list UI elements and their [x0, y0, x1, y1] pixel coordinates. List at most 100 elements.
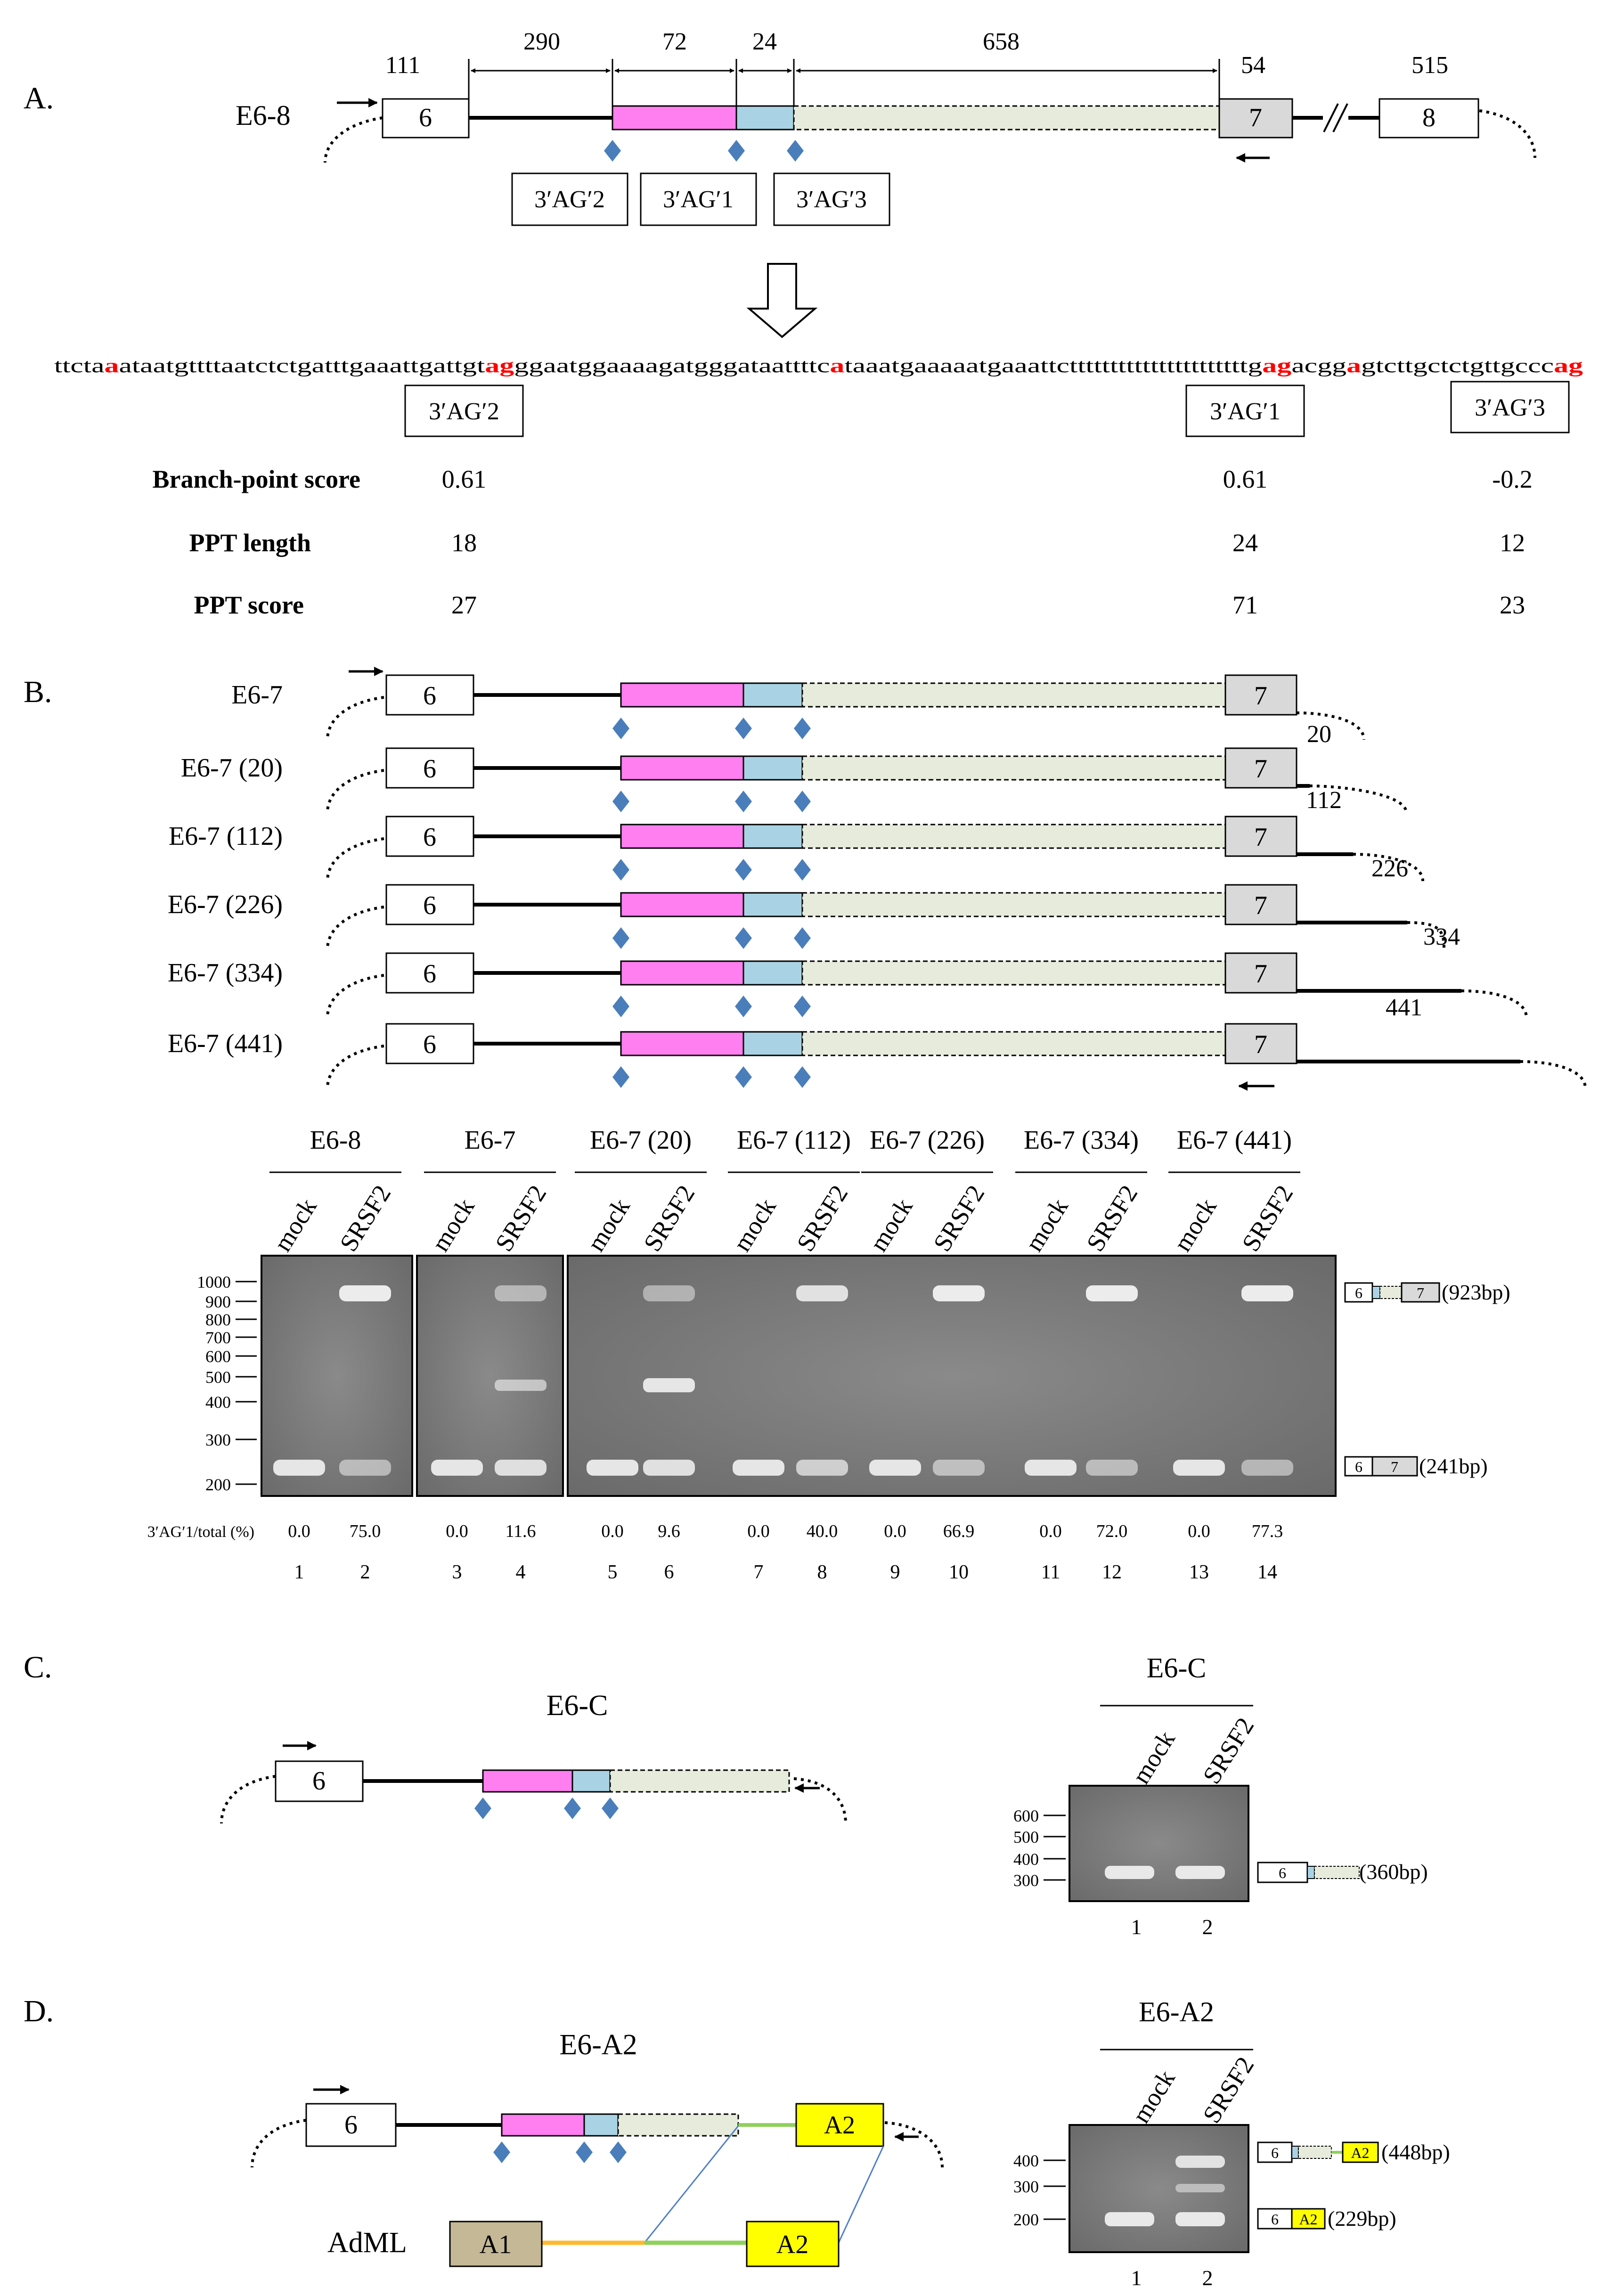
seq-site-label-ag2: 3′AG′2 — [429, 398, 499, 425]
product-beige — [1298, 2146, 1332, 2159]
ladder-label: 300 — [1013, 1871, 1039, 1890]
product-exon-6-label: 6 — [1355, 1458, 1362, 1475]
panel-c: C. E6-C 6 E6-C mock SRSF2 600 500 400 300 6… — [24, 1650, 1428, 1939]
exon-7 — [1224, 952, 1297, 994]
blue-region — [571, 1769, 611, 1793]
lane-number: 1 — [1131, 2266, 1142, 2290]
product-exon-a2 — [1342, 2141, 1379, 2163]
lane-condition-mock: mock — [581, 1193, 635, 1257]
magenta-region — [620, 960, 744, 986]
panel-b-label: B. — [24, 675, 52, 709]
splice-site-diamond — [612, 718, 629, 739]
exon-6 — [275, 1760, 364, 1802]
upstream-dotted — [326, 769, 384, 813]
adml-exon-a1 — [449, 2221, 543, 2267]
exon-a2-label: A2 — [824, 2111, 855, 2139]
lane-condition-mock: mock — [1168, 1193, 1222, 1257]
splice-site-diamond — [612, 996, 629, 1017]
beige-region — [609, 1769, 790, 1793]
gel-band — [1175, 2184, 1225, 2192]
magenta-region — [482, 1769, 573, 1793]
blue-region — [742, 892, 803, 917]
table-row-label: PPT score — [194, 591, 304, 619]
product-exon-6-label: 6 — [1355, 1284, 1362, 1301]
exon-6-label: 6 — [423, 681, 436, 711]
gel-band — [869, 1460, 921, 1476]
gel-band — [339, 1460, 391, 1476]
panel-a-label: A. — [24, 81, 54, 115]
downstream-dotted — [1296, 711, 1365, 740]
gel-title-e6-c: E6-C — [1147, 1652, 1207, 1683]
ladder-label: 600 — [1013, 1806, 1039, 1825]
construct-label: E6-7 (20) — [181, 753, 283, 783]
splice-site-diamond — [564, 1798, 581, 1819]
lane-condition-srsf2: SRSF2 — [928, 1180, 990, 1257]
magenta-region — [620, 892, 744, 917]
downstream-dotted — [793, 1777, 847, 1824]
adml-exon-a2-label: A2 — [776, 2230, 808, 2259]
exon-8-label: 8 — [1422, 103, 1436, 132]
seq-segment: ggaatggaaaagatgggataattttc — [514, 355, 830, 377]
seq-highlight: a — [1346, 355, 1361, 377]
product-exon-a2-label: A2 — [1299, 2211, 1317, 2228]
seq-highlight: a — [105, 355, 119, 377]
ladder-label: 400 — [1013, 2151, 1039, 2170]
exon-7 — [1224, 674, 1297, 716]
gel-group-label: E6-7 — [465, 1126, 516, 1155]
site-box-ag3 — [773, 172, 890, 226]
gel-panel-c — [1069, 1785, 1249, 1902]
product-size-360: (360bp) — [1359, 1860, 1428, 1884]
table-cell: 24 — [1232, 529, 1258, 557]
lane-condition-mock: mock — [426, 1193, 480, 1257]
splice-site-diamond — [576, 2141, 593, 2163]
exon-7 — [1224, 1023, 1297, 1064]
gel-bands — [273, 1285, 1293, 1476]
product-exon-6 — [1257, 2208, 1293, 2230]
gel-band — [431, 1460, 483, 1476]
gel-band — [933, 1285, 985, 1301]
downstream-dotted — [1479, 109, 1536, 158]
upstream-dotted — [326, 974, 384, 1018]
quant-value: 0.0 — [601, 1521, 624, 1541]
gel-group-label: E6-7 (112) — [737, 1126, 851, 1155]
lane-condition-srsf2: SRSF2 — [1197, 2052, 1259, 2128]
gel-band — [1175, 2212, 1225, 2226]
adml-exon-a1-label: A1 — [480, 2230, 512, 2259]
blue-region — [742, 1031, 803, 1056]
exon-7-label: 7 — [1249, 103, 1262, 132]
blue-region — [735, 105, 795, 131]
table-row-label: PPT length — [189, 529, 311, 557]
upstream-dotted — [326, 696, 384, 740]
splice-site-diamond — [794, 996, 811, 1017]
quant-value: 66.9 — [943, 1521, 975, 1541]
seq-segment: ttcta — [54, 355, 105, 377]
splice-site-diamond — [735, 996, 752, 1017]
lane-number: 8 — [817, 1561, 827, 1583]
gel-group-label: E6-7 (441) — [1177, 1126, 1292, 1155]
gel-group-label: E6-7 (226) — [870, 1126, 985, 1155]
lane-condition-srsf2: SRSF2 — [638, 1180, 700, 1257]
product-448: 6 A2 (448bp) — [1257, 2140, 1450, 2164]
product-size-448: (448bp) — [1381, 2140, 1450, 2164]
product-exon-7 — [1371, 1456, 1418, 1477]
seq-segment: gtcttgctctgttgccc — [1361, 355, 1554, 377]
construct-label-e6-8: E6-8 — [236, 100, 291, 131]
exon-6 — [385, 952, 474, 994]
ladder-label: 400 — [1013, 1850, 1039, 1869]
length-beige: 658 — [983, 28, 1020, 55]
gel-band — [495, 1285, 547, 1301]
gel-band — [495, 1460, 547, 1476]
seq-segment: acgg — [1291, 355, 1346, 377]
exon-7-label: 7 — [1254, 754, 1267, 784]
seq-segment: ataatgttttaatctctgatttgaaattgattgt — [119, 355, 485, 377]
gel-band — [1105, 1866, 1154, 1879]
beige-region — [617, 2113, 739, 2137]
panel-a: A. E6-8 111 290 72 24 658 54 515 6 — [24, 28, 1583, 619]
gel-band — [1086, 1285, 1138, 1301]
table-cell: 0.61 — [1223, 465, 1268, 493]
ladder-labels: 600 500 400 300 — [1013, 1806, 1066, 1890]
exon-6-label: 6 — [419, 103, 432, 132]
exon-6 — [385, 816, 474, 857]
ladder-label: 300 — [205, 1430, 231, 1449]
